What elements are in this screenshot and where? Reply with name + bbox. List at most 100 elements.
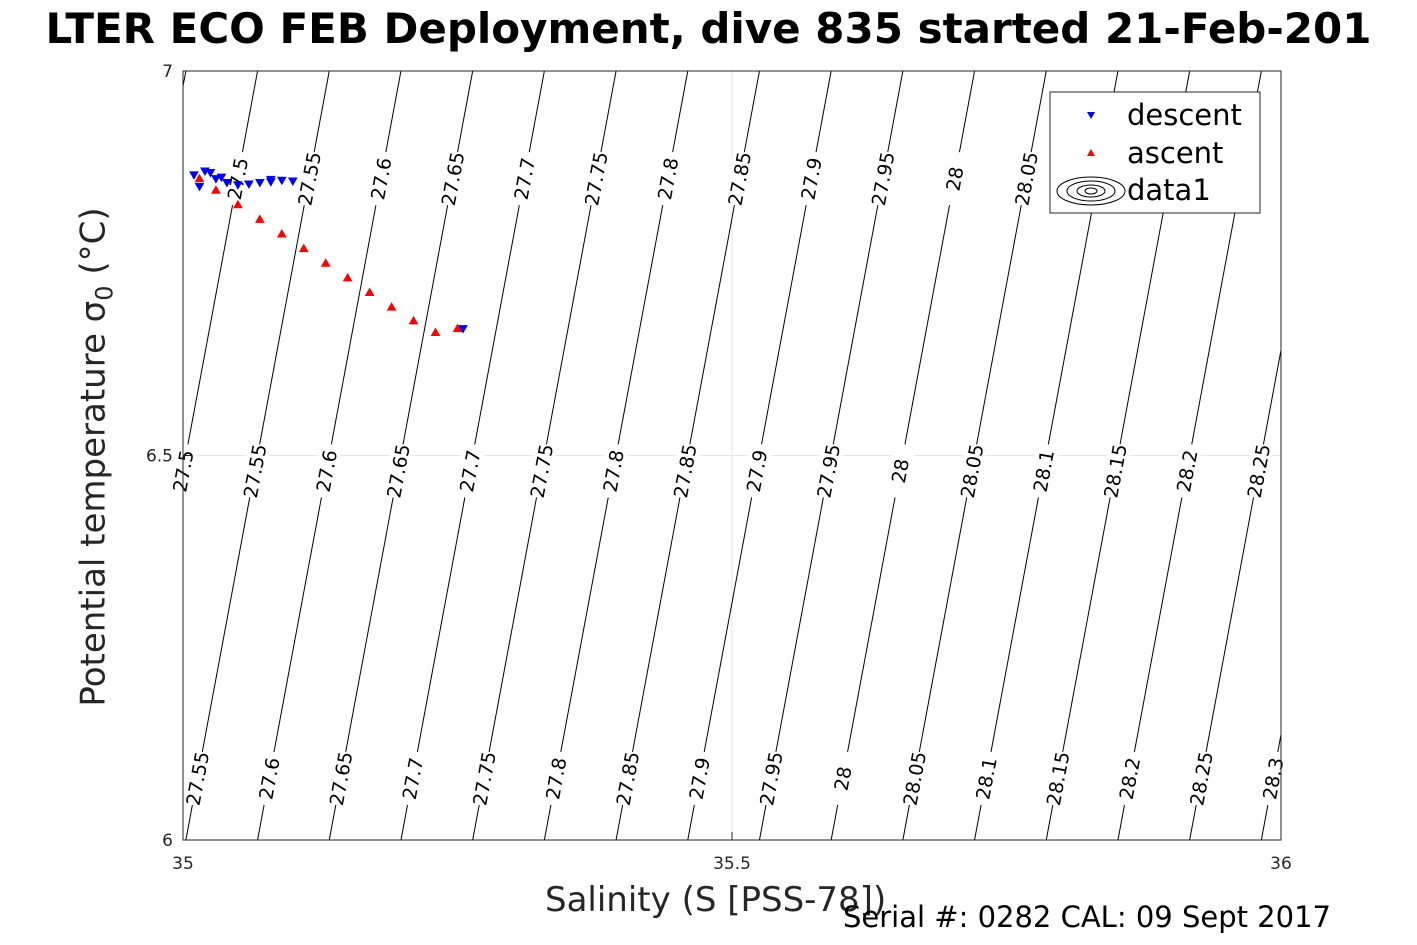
ascent-point [342, 272, 353, 282]
ascent-point [452, 323, 463, 333]
ascent-point [276, 229, 287, 238]
serial-cal-footer: Serial #: 0282 CAL: 09 Sept 2017 [843, 900, 1331, 934]
contour-label-bg [812, 442, 845, 500]
contour-label: 28 [884, 442, 916, 500]
ascent-point [298, 243, 309, 253]
contour-label-bg [1171, 442, 1203, 500]
legend-ascent-marker [1087, 149, 1095, 156]
x-tick-label: 36 [1270, 854, 1292, 874]
x-tick-label: 35.5 [713, 854, 751, 874]
contour-label-bg [1041, 749, 1074, 808]
descent-point [276, 176, 287, 186]
legend-box [1049, 91, 1261, 214]
descent-point [287, 177, 298, 186]
contour-label: 27.6 [310, 442, 343, 500]
legend-contour-icon [1076, 184, 1106, 198]
descent-point [194, 182, 205, 192]
contour-label-bg [324, 749, 357, 808]
contour-label: 27.6 [253, 749, 285, 808]
contour-label-bg [508, 150, 541, 208]
contour-label-bg [597, 442, 629, 500]
ascent-point [233, 199, 243, 209]
legend-entry-data1: data1 [1127, 173, 1211, 207]
contour-label-bg [669, 442, 701, 500]
ascent-point [211, 185, 221, 194]
contour-label-text: 28 [831, 765, 857, 793]
descent-point [205, 169, 216, 178]
contour-label-bg [898, 749, 931, 808]
contour-label-bg [365, 150, 397, 208]
contour-label-bg [683, 749, 715, 808]
y-axis-label: Potential temperature σ0 (°C) [74, 207, 119, 706]
y-axis-label-sub: 0 [90, 285, 119, 301]
contour-label-bg [580, 150, 612, 208]
data-points [189, 167, 468, 336]
ascent-point [194, 173, 205, 183]
legend-entry-descent: descent [1127, 98, 1242, 132]
x-axis-label: Salinity (S [PSS-78]) [545, 880, 887, 920]
contour-label-bg [221, 150, 254, 208]
contour-label: 27.5 [221, 150, 254, 208]
ascent-point [254, 214, 265, 223]
contour-label-bg [611, 749, 644, 808]
chart-title: LTER ECO FEB Deployment, dive 835 starte… [45, 4, 1372, 53]
descent-point [458, 325, 468, 334]
ascent-point [364, 287, 375, 296]
contour-label-bg [468, 749, 500, 808]
contour-label-bg [1010, 150, 1042, 208]
legend-entry-ascent: ascent [1127, 136, 1223, 170]
descent-point [233, 181, 243, 190]
legend-contour-icon [1056, 176, 1126, 206]
contour-label: 27.75 [580, 150, 613, 208]
contour-label-bg [181, 749, 214, 808]
y-axis-label-unit: (°C) [73, 207, 114, 286]
contour-label-bg [755, 749, 787, 808]
y-axis-label-text: Potential temperature [73, 322, 114, 707]
contour-label-bg [540, 749, 572, 808]
axis-ticks: 35 35.5 36 6 6.5 7 [146, 62, 1292, 874]
contour-label: 28.1 [970, 749, 1002, 808]
contour-label-bg [884, 442, 916, 500]
descent-point [222, 179, 232, 188]
ascent-point [408, 315, 419, 325]
legend-contour-icon [1084, 187, 1098, 195]
descent-point [216, 173, 227, 183]
y-tick-label: 6 [162, 831, 173, 851]
contour-label-bg [970, 749, 1002, 808]
y-tick-label: 7 [162, 62, 173, 82]
x-tick-label: 35 [172, 854, 194, 874]
contour-label-bg [1242, 442, 1275, 500]
contour-label-bg [1113, 749, 1146, 808]
contour-label-bg [253, 749, 285, 808]
contour-label-bg [436, 150, 469, 208]
contour-label-bg [826, 749, 859, 808]
descent-point [254, 179, 265, 188]
contour-label-bg [396, 749, 429, 808]
contour-label: 28 [826, 749, 859, 808]
contour-label: 27.9 [740, 442, 773, 500]
contour-label-bg [723, 150, 756, 208]
contour-label-bg [454, 442, 486, 500]
contour-label-text: 28 [888, 457, 914, 485]
contour-label-bg [382, 442, 414, 500]
contour-label: 28.15 [1041, 749, 1075, 808]
legend-descent-marker [1087, 112, 1095, 119]
contour-label-bg [1185, 749, 1217, 808]
contour-line [182, 70, 259, 471]
y-axis-label-symbol: σ [73, 300, 114, 323]
descent-point [244, 180, 254, 190]
contour-label-bg [238, 442, 271, 500]
ascent-point [386, 302, 397, 311]
contour-label-bg [795, 150, 827, 208]
contour-label-bg [525, 442, 558, 500]
ascent-point [430, 327, 441, 336]
ascent-point [320, 258, 331, 267]
contour-label: 27.65 [324, 749, 358, 808]
contour-label: 28 [938, 150, 971, 208]
descent-point [211, 175, 221, 184]
contour-label-bg [1099, 442, 1131, 500]
contour-label-bg [955, 442, 988, 500]
contour-label-bg [1027, 442, 1060, 500]
